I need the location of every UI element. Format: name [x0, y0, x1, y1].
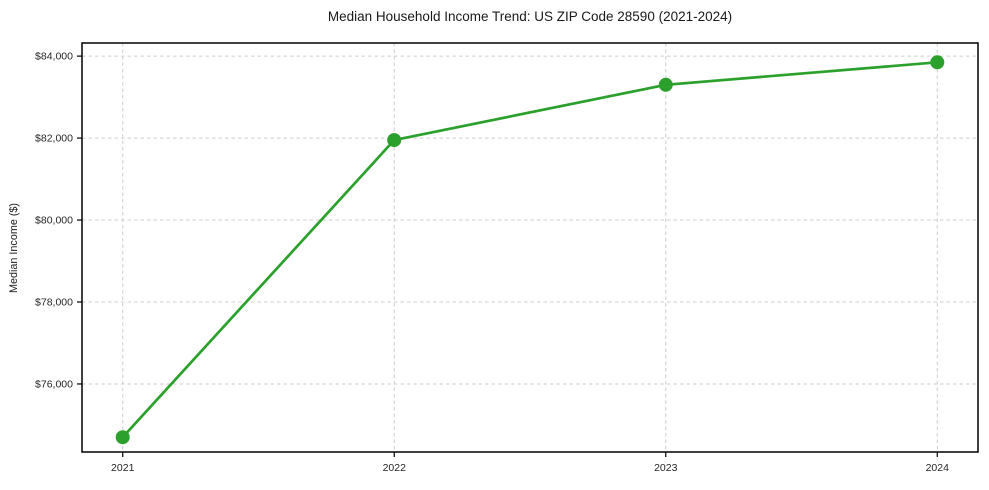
- trend-line: [121, 60, 939, 439]
- y-tick-label: $84,000: [35, 51, 73, 63]
- y-tick-label: $82,000: [35, 133, 73, 145]
- plot-border: [81, 42, 979, 453]
- chart-title: Median Household Income Trend: US ZIP Co…: [328, 9, 732, 24]
- x-tick-label: 2021: [111, 462, 135, 474]
- data-layer: [115, 55, 945, 445]
- y-tick-label: $78,000: [35, 297, 73, 309]
- x-tick-label: 2023: [654, 462, 678, 474]
- data-point: [658, 77, 673, 92]
- axis-layer: $76,000 $78,000 $80,000 $82,000 $84,000 2021 2…: [35, 42, 979, 474]
- data-point: [387, 133, 402, 148]
- x-tick-label: 2024: [926, 462, 950, 474]
- data-point: [930, 55, 945, 70]
- x-tick-label: 2022: [383, 462, 407, 474]
- data-point: [115, 430, 130, 445]
- y-tick-label: $76,000: [35, 378, 73, 390]
- y-axis-title: Median Income ($): [8, 203, 20, 293]
- y-tick-label: $80,000: [35, 215, 73, 227]
- grid-layer: [82, 43, 978, 452]
